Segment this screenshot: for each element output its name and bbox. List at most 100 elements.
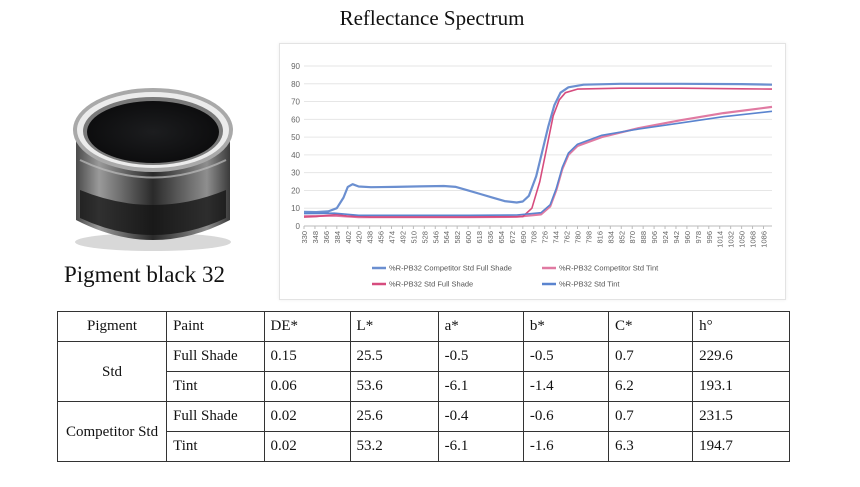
reflectance-chart: 0 10 20 30 40 50 60 70 80 90 330 348 366 384 402 420 438… bbox=[279, 43, 786, 300]
x-tick-label: 996 bbox=[705, 231, 714, 244]
x-tick-label: 870 bbox=[628, 231, 637, 244]
x-tick-label: 816 bbox=[595, 231, 604, 244]
table-row: Tint 0.06 53.6 -6.1 -1.4 6.2 193.1 bbox=[58, 371, 790, 402]
table-header-cell: DE* bbox=[263, 311, 351, 342]
x-tick-label: 366 bbox=[322, 231, 331, 244]
x-tick-label: 798 bbox=[584, 231, 593, 244]
x-tick-label: 510 bbox=[409, 231, 418, 244]
x-tick-label: 474 bbox=[388, 231, 397, 244]
y-tick-label: 70 bbox=[291, 98, 300, 107]
x-tick-label: 330 bbox=[300, 231, 309, 244]
table-cell: 231.5 bbox=[692, 401, 790, 432]
legend-entry: %R-PB32 Std Full Shade bbox=[389, 280, 473, 289]
table-header-cell: C* bbox=[608, 311, 694, 342]
x-tick-label: 672 bbox=[508, 231, 517, 244]
table-header-cell: L* bbox=[349, 311, 439, 342]
legend-entry: %R-PB32 Competitor Std Full Shade bbox=[389, 264, 512, 273]
colorimetry-table: Pigment Paint DE* L* a* b* C* h° Std Full Shade 0.… bbox=[56, 311, 790, 462]
table-header-cell: Paint bbox=[166, 311, 265, 342]
table-cell: 0.7 bbox=[608, 341, 694, 372]
table-cell: 193.1 bbox=[692, 371, 790, 402]
table-cell: -6.1 bbox=[437, 431, 524, 462]
x-tick-label: 654 bbox=[497, 231, 506, 244]
pigment-jar-photo bbox=[73, 88, 233, 251]
table-cell: 0.02 bbox=[263, 431, 351, 462]
x-tick-label: 582 bbox=[453, 231, 462, 244]
table-header-row: Pigment Paint DE* L* a* b* C* h° bbox=[56, 311, 790, 342]
pigment-cell: Competitor Std bbox=[56, 401, 168, 462]
table-header-cell: b* bbox=[522, 311, 610, 342]
table-cell: 53.6 bbox=[349, 371, 439, 402]
y-tick-label: 60 bbox=[291, 115, 300, 124]
table-cell: 53.2 bbox=[349, 431, 439, 462]
table-cell: Full Shade bbox=[166, 341, 265, 372]
y-tick-label: 50 bbox=[291, 133, 300, 142]
x-tick-label: 384 bbox=[333, 231, 342, 244]
y-tick-label: 40 bbox=[291, 151, 300, 160]
legend-entry: %R-PB32 Competitor Std Tint bbox=[559, 264, 659, 273]
x-tick-label: 726 bbox=[541, 231, 550, 244]
table-cell: 25.5 bbox=[349, 341, 439, 372]
y-tick-label: 30 bbox=[291, 169, 300, 178]
table-row: Std Full Shade 0.15 25.5 -0.5 -0.5 0.7 229.6 bbox=[56, 341, 790, 402]
x-tick-label: 546 bbox=[431, 231, 440, 244]
x-tick-label: 402 bbox=[344, 231, 353, 244]
chart-title: Reflectance Spectrum bbox=[339, 6, 525, 30]
x-tick-label: 420 bbox=[355, 231, 364, 244]
x-tick-label: 978 bbox=[694, 231, 703, 244]
table-cell: -0.5 bbox=[522, 341, 610, 372]
table-cell: 25.6 bbox=[349, 401, 439, 432]
x-tick-label: 600 bbox=[464, 231, 473, 244]
table-cell: 6.3 bbox=[608, 431, 694, 462]
x-tick-label: 924 bbox=[661, 231, 670, 244]
x-tick-label: 438 bbox=[366, 231, 375, 244]
x-tick-label: 708 bbox=[530, 231, 539, 244]
x-tick-label: 528 bbox=[420, 231, 429, 244]
x-tick-label: 1086 bbox=[759, 231, 768, 248]
table-cell: 6.2 bbox=[608, 371, 694, 402]
table-cell: -0.5 bbox=[437, 341, 524, 372]
series-line bbox=[303, 82, 773, 214]
x-tick-label: 636 bbox=[486, 231, 495, 244]
table-cell: 0.06 bbox=[263, 371, 351, 402]
x-tick-label: 834 bbox=[606, 231, 615, 244]
x-tick-label: 1032 bbox=[727, 231, 736, 248]
table-cell: -0.4 bbox=[437, 401, 524, 432]
x-tick-label: 744 bbox=[552, 231, 561, 244]
y-tick-label: 0 bbox=[296, 222, 301, 231]
y-tick-label: 90 bbox=[291, 62, 300, 71]
x-tick-label: 564 bbox=[442, 231, 451, 244]
x-tick-label: 1068 bbox=[749, 231, 758, 248]
x-tick-label: 906 bbox=[650, 231, 659, 244]
series-line bbox=[303, 87, 773, 218]
x-tick-label: 1014 bbox=[716, 231, 725, 248]
x-tick-label: 348 bbox=[311, 231, 320, 244]
pigment-caption: Pigment black 32 bbox=[64, 262, 225, 287]
x-tick-label: 960 bbox=[683, 231, 692, 244]
table-cell: Tint bbox=[166, 431, 265, 462]
table-cell: 229.6 bbox=[692, 341, 790, 372]
table-cell: -1.4 bbox=[522, 371, 610, 402]
table-cell: Tint bbox=[166, 371, 265, 402]
table-row: Competitor Std Full Shade 0.02 25.6 -0.4 -0.6… bbox=[56, 401, 790, 462]
x-tick-label: 456 bbox=[377, 231, 386, 244]
x-tick-label: 780 bbox=[574, 231, 583, 244]
table-header-cell: h° bbox=[692, 311, 790, 342]
table-cell: Full Shade bbox=[166, 401, 265, 432]
x-tick-label: 942 bbox=[672, 231, 681, 244]
table-cell: -6.1 bbox=[437, 371, 524, 402]
table-cell: -0.6 bbox=[522, 401, 610, 432]
table-cell: 0.02 bbox=[263, 401, 351, 432]
series-line bbox=[303, 105, 773, 219]
table-header-cell: Pigment bbox=[56, 311, 168, 342]
legend-entry: %R-PB32 Std Tint bbox=[559, 280, 620, 289]
x-tick-label: 762 bbox=[563, 231, 572, 244]
pigment-cell: Std bbox=[56, 341, 168, 402]
x-tick-label: 1050 bbox=[738, 231, 747, 248]
table-row: Tint 0.02 53.2 -6.1 -1.6 6.3 194.7 bbox=[58, 431, 790, 462]
table-cell: 0.7 bbox=[608, 401, 694, 432]
x-tick-label: 492 bbox=[398, 231, 407, 244]
table-cell: 194.7 bbox=[692, 431, 790, 462]
series-line bbox=[303, 110, 773, 217]
table-cell: 0.15 bbox=[263, 341, 351, 372]
